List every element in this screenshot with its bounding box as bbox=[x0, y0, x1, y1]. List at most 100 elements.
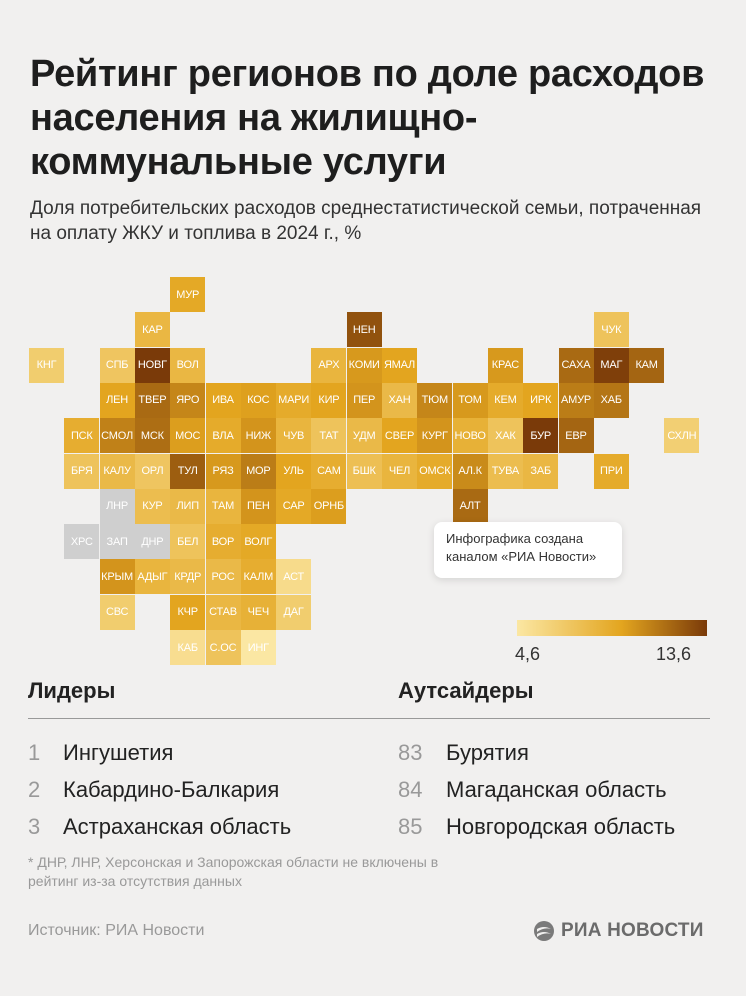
rank-number: 83 bbox=[398, 740, 423, 765]
scale-max-label: 13,6 bbox=[656, 644, 692, 664]
region-tile: ЧЕЛ bbox=[382, 453, 417, 489]
region-tile: МСК bbox=[134, 418, 170, 454]
region-tile: ТЮМ bbox=[417, 382, 453, 418]
region-tile: САР bbox=[276, 488, 312, 524]
region-tile: БЕЛ bbox=[170, 524, 206, 560]
region-tile: КАБ bbox=[170, 630, 206, 665]
region-tile: ВЛА bbox=[205, 418, 241, 454]
region-name: Бурятия bbox=[446, 740, 529, 765]
region-tile: БРЯ bbox=[64, 453, 100, 489]
region-tile: МАРИ bbox=[276, 382, 312, 418]
region-tile: ДНР bbox=[134, 524, 170, 560]
region-tile: СМОЛ bbox=[99, 418, 135, 454]
region-tile: БУР bbox=[523, 418, 559, 454]
region-tile: МУР bbox=[170, 277, 206, 312]
region-tile: КНГ bbox=[29, 347, 64, 383]
region-tile: АСТ bbox=[276, 559, 312, 595]
region-tile: САМ bbox=[311, 453, 347, 489]
ria-logo: РИА НОВОСТИ bbox=[533, 918, 704, 944]
region-tile: ХАБ bbox=[593, 382, 629, 418]
color-scale-bar bbox=[517, 620, 707, 636]
region-tile: РОС bbox=[205, 559, 241, 595]
region-tile: ЯМАЛ bbox=[382, 347, 417, 383]
region-tile: РЯЗ bbox=[205, 453, 241, 489]
region-tile: БШК bbox=[346, 453, 382, 489]
region-tile: ТУЛ bbox=[170, 453, 206, 489]
region-tile: АЛ.К bbox=[452, 453, 488, 489]
region-tile: МОР bbox=[240, 453, 276, 489]
scale-min-label: 4,6 bbox=[515, 644, 541, 664]
region-tile: ИНГ bbox=[240, 630, 276, 665]
region-tile: КРАС bbox=[487, 347, 523, 383]
region-tile: АРХ bbox=[311, 347, 347, 383]
region-tile: МАГ bbox=[593, 347, 629, 383]
region-name: Новгородская область bbox=[446, 814, 676, 839]
rank-number: 84 bbox=[398, 777, 423, 802]
region-tile: ВОЛ bbox=[170, 347, 206, 383]
region-tile: НЕН bbox=[346, 312, 382, 348]
region-tile: ХРС bbox=[64, 524, 100, 560]
region-tile: КАЛУ bbox=[99, 453, 135, 489]
region-tile: АЛТ bbox=[452, 488, 488, 524]
rank-number: 1 bbox=[28, 740, 41, 765]
region-name: Ингушетия bbox=[63, 740, 174, 765]
region-tile: С.ОС bbox=[205, 630, 241, 665]
region-tile: ЧЕЧ bbox=[240, 594, 276, 630]
region-tile: КОС bbox=[240, 382, 276, 418]
region-tile: СПБ bbox=[99, 347, 135, 383]
region-tile: КУР bbox=[134, 488, 170, 524]
region-tile: ЛИП bbox=[170, 488, 206, 524]
region-tile: ПЕН bbox=[240, 488, 276, 524]
region-tile: ЗАБ bbox=[523, 453, 559, 489]
region-tile: КРЫМ bbox=[99, 559, 135, 595]
region-tile: ХАН bbox=[382, 382, 417, 418]
region-tile: ТАТ bbox=[311, 418, 347, 454]
region-tile: МОС bbox=[170, 418, 206, 454]
region-tile: ОРНБ bbox=[311, 488, 347, 524]
region-tile: НИЖ bbox=[240, 418, 276, 454]
region-tile: ЗАП bbox=[99, 524, 135, 560]
region-tile: КЧР bbox=[170, 594, 206, 630]
region-tile: УДМ bbox=[346, 418, 382, 454]
region-tile: НОВГ bbox=[134, 347, 170, 383]
region-tile: ХАК bbox=[487, 418, 523, 454]
region-tile: ПРИ bbox=[593, 453, 629, 489]
logo-text: РИА НОВОСТИ bbox=[561, 920, 704, 941]
rank-number: 3 bbox=[28, 814, 41, 839]
region-tile: ЕВР bbox=[558, 418, 594, 454]
rank-number: 85 bbox=[398, 814, 423, 839]
region-tile: КЕМ bbox=[487, 382, 523, 418]
region-tile: СХЛН bbox=[664, 418, 700, 454]
region-tile: ЛЕН bbox=[99, 382, 135, 418]
region-tile: ЧУК bbox=[593, 312, 629, 348]
outsiders-heading: Аутсайдеры bbox=[398, 678, 534, 703]
region-tile: ИВА bbox=[205, 382, 241, 418]
region-tile: ТУВА bbox=[487, 453, 523, 489]
region-tile: ПЕР bbox=[346, 382, 382, 418]
ria-logo-icon bbox=[534, 921, 554, 941]
region-tile: ТОМ bbox=[452, 382, 488, 418]
page-title: Рейтинг регионов по доле расходов населе… bbox=[30, 53, 705, 183]
credit-note: Инфографика создана каналом «РИА Новости… bbox=[434, 522, 622, 578]
region-tile: САХА bbox=[558, 347, 594, 383]
region-tile: ТВЕР bbox=[134, 382, 170, 418]
region-tile: КАР bbox=[134, 312, 170, 348]
region-tile: ДАГ bbox=[276, 594, 312, 630]
region-tile: НОВО bbox=[452, 418, 488, 454]
region-tile: КИР bbox=[311, 382, 347, 418]
region-tile: ТАМ bbox=[205, 488, 241, 524]
divider bbox=[28, 718, 710, 719]
region-tile: ВОЛГ bbox=[240, 524, 276, 560]
region-tile: КУРГ bbox=[417, 418, 453, 454]
region-tile: КОМИ bbox=[346, 347, 382, 383]
region-tile: ЧУВ bbox=[276, 418, 312, 454]
region-tile: ЯРО bbox=[170, 382, 206, 418]
region-tile: УЛЬ bbox=[276, 453, 312, 489]
page-subtitle: Доля потребительских расходов среднестат… bbox=[30, 198, 702, 244]
region-tile: КРДР bbox=[170, 559, 206, 595]
leaders-heading: Лидеры bbox=[28, 678, 116, 703]
region-tile: ОМСК bbox=[417, 453, 453, 489]
footnote: * ДНР, ЛНР, Херсонская и Запорожская обл… bbox=[28, 854, 439, 889]
region-tile: СТАВ bbox=[205, 594, 241, 630]
region-tile: СВЕР bbox=[382, 418, 417, 454]
